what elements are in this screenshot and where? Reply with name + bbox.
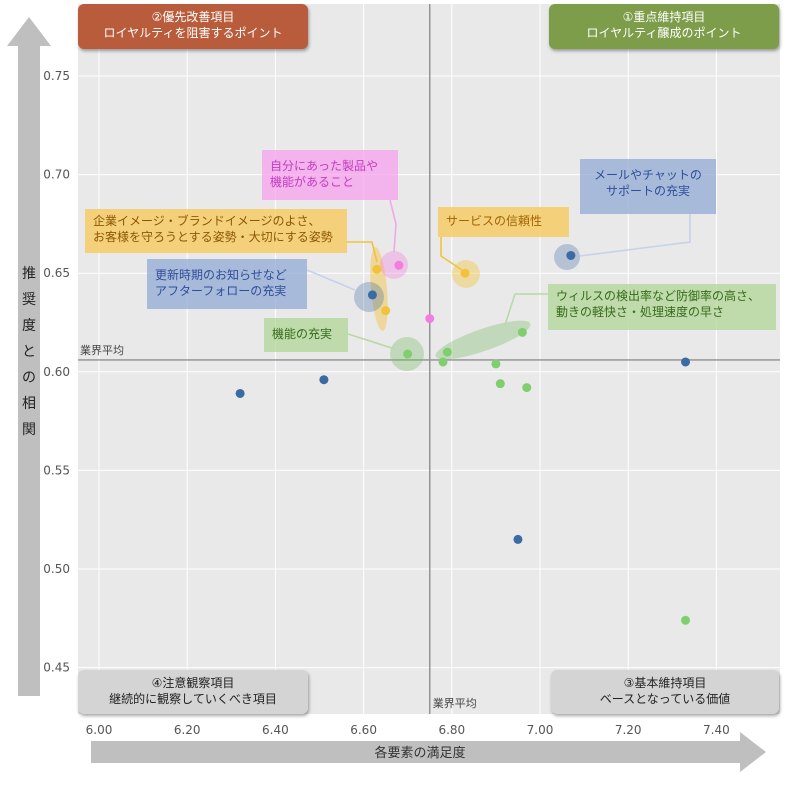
quadrant-desc: ベースとなっている価値 bbox=[599, 692, 731, 706]
callout-text: ウィルスの検出率など防御率の高さ、 bbox=[556, 289, 761, 303]
callout-corporate-image: 企業イメージ・ブランドイメージのよさ、 お客様を守ろうとする姿勢・大切にする姿勢 bbox=[85, 209, 347, 253]
callout-text: 企業イメージ・ブランドイメージのよさ、 bbox=[93, 214, 321, 228]
x-axis-arrow bbox=[91, 732, 766, 772]
x-axis-label: 各要素の満足度 bbox=[374, 745, 465, 761]
callout-text: 機能の充実 bbox=[272, 327, 333, 341]
data-point-pink bbox=[425, 314, 435, 324]
x-tick-label: 7.40 bbox=[703, 723, 730, 737]
data-point-yellow bbox=[372, 264, 382, 274]
y-axis-arrow bbox=[7, 17, 51, 696]
callout-text: 機能があること bbox=[270, 175, 355, 189]
y-tick-label: 0.75 bbox=[43, 69, 70, 83]
y-tick-label: 0.45 bbox=[43, 661, 70, 675]
y-tick-label: 0.65 bbox=[43, 266, 70, 280]
callout-text: 更新時期のお知らせなど bbox=[155, 268, 287, 282]
callout-text: アフターフォローの充実 bbox=[155, 284, 287, 298]
callout-text: 自分にあった製品や bbox=[270, 159, 379, 173]
callout-text: メールやチャットの bbox=[594, 168, 702, 182]
data-point-green bbox=[491, 359, 501, 369]
quadrant-priority-improve: ②優先改善項目 ロイヤルティを阻害するポイント bbox=[78, 4, 308, 49]
quadrant-desc: 継続的に観察していくべき項目 bbox=[109, 692, 277, 706]
data-point-pink bbox=[394, 260, 404, 270]
data-point-green bbox=[522, 383, 532, 393]
callout-service-trust: サービスの信頼性 bbox=[438, 207, 569, 237]
y-axis-label-char: 相 bbox=[22, 396, 36, 412]
quadrant-title: ④注意観察項目 bbox=[151, 676, 235, 690]
leader-update bbox=[306, 269, 356, 291]
data-point-green bbox=[438, 357, 448, 367]
callout-text: サービスの信頼性 bbox=[446, 214, 543, 228]
data-point-blue bbox=[367, 290, 377, 300]
x-tick-label: 7.00 bbox=[527, 723, 554, 737]
data-point-yellow bbox=[381, 306, 391, 316]
y-axis-label-char: の bbox=[22, 370, 36, 386]
callout-text: 動きの軽快さ・処理速度の早さ bbox=[556, 305, 725, 319]
highlight-green-group bbox=[435, 320, 531, 360]
leader-fit bbox=[389, 199, 397, 253]
y-axis-label-char: 度 bbox=[22, 318, 36, 334]
data-point-green bbox=[517, 327, 527, 337]
highlight-pink-fit bbox=[380, 251, 408, 279]
y-tick-label: 0.60 bbox=[43, 365, 70, 379]
callout-detection-speed: ウィルスの検出率など防御率の高さ、 動きの軽快さ・処理速度の早さ bbox=[548, 284, 776, 330]
x-tick-label: 7.20 bbox=[615, 723, 642, 737]
quadrant-watch: ④注意観察項目 継続的に観察していくべき項目 bbox=[78, 670, 308, 714]
average-y-label: 業界平均 bbox=[80, 344, 124, 357]
data-point-green bbox=[495, 379, 505, 389]
leader-lines bbox=[306, 199, 691, 350]
leader-remote bbox=[579, 214, 691, 257]
y-axis-label-char: 推 bbox=[22, 266, 36, 282]
cluster-highlights bbox=[354, 244, 580, 371]
leader-feature bbox=[347, 333, 396, 350]
x-tick-label: 6.60 bbox=[350, 723, 377, 737]
callout-text: お客様を守ろうとする姿勢・大切にする姿勢 bbox=[93, 230, 333, 244]
quadrant-title: ②優先改善項目 bbox=[151, 10, 235, 24]
data-point-blue bbox=[681, 357, 691, 367]
callout-fit-product: 自分にあった製品や 機能があること bbox=[262, 150, 398, 200]
leader-trust bbox=[440, 237, 463, 271]
quadrant-basic-maintain: ③基本維持項目 ベースとなっている価値 bbox=[551, 670, 779, 714]
quadrant-title: ①重点維持項目 bbox=[622, 10, 706, 24]
x-tick-label: 6.20 bbox=[174, 723, 201, 737]
x-tick-labels: 6.00 6.20 6.40 6.60 6.80 7.00 7.20 7.40 bbox=[86, 723, 730, 737]
x-tick-label: 6.00 bbox=[86, 723, 113, 737]
y-axis-label-char: と bbox=[22, 344, 36, 360]
y-tick-label: 0.50 bbox=[43, 562, 70, 576]
quadrant-title: ③基本維持項目 bbox=[623, 676, 707, 690]
callout-text: サポートの充実 bbox=[605, 184, 690, 198]
quadrant-desc: ロイヤルティ醸成のポイント bbox=[586, 26, 742, 40]
data-points bbox=[235, 250, 691, 625]
y-tick-label: 0.70 bbox=[43, 168, 70, 182]
data-point-blue bbox=[566, 250, 576, 260]
y-axis-label-char: 関 bbox=[22, 422, 36, 438]
y-tick-label: 0.55 bbox=[43, 463, 70, 477]
callout-feature: 機能の充実 bbox=[264, 318, 348, 352]
leader-corp bbox=[347, 241, 378, 263]
x-tick-label: 6.80 bbox=[438, 723, 465, 737]
y-tick-labels: 0.75 0.70 0.65 0.60 0.55 0.50 0.45 bbox=[43, 69, 70, 675]
callout-after-follow: 更新時期のお知らせなど アフターフォローの充実 bbox=[147, 259, 307, 309]
quadrant-key-maintain: ①重点維持項目 ロイヤルティ醸成のポイント bbox=[549, 4, 779, 49]
data-point-blue bbox=[235, 388, 245, 398]
data-point-green bbox=[403, 349, 413, 359]
data-point-yellow bbox=[460, 268, 470, 278]
data-point-green bbox=[442, 347, 452, 357]
x-tick-label: 6.40 bbox=[262, 723, 289, 737]
leader-virus bbox=[504, 293, 548, 326]
plot-area bbox=[78, 4, 780, 714]
data-point-blue bbox=[319, 375, 329, 385]
average-x-label: 業界平均 bbox=[433, 697, 477, 710]
callout-remote-support: メールやチャットの サポートの充実 bbox=[580, 159, 716, 214]
y-axis-label-char: 奨 bbox=[22, 292, 36, 308]
quadrant-desc: ロイヤルティを阻害するポイント bbox=[103, 26, 283, 40]
data-point-blue bbox=[513, 534, 523, 544]
data-point-green bbox=[681, 615, 691, 625]
